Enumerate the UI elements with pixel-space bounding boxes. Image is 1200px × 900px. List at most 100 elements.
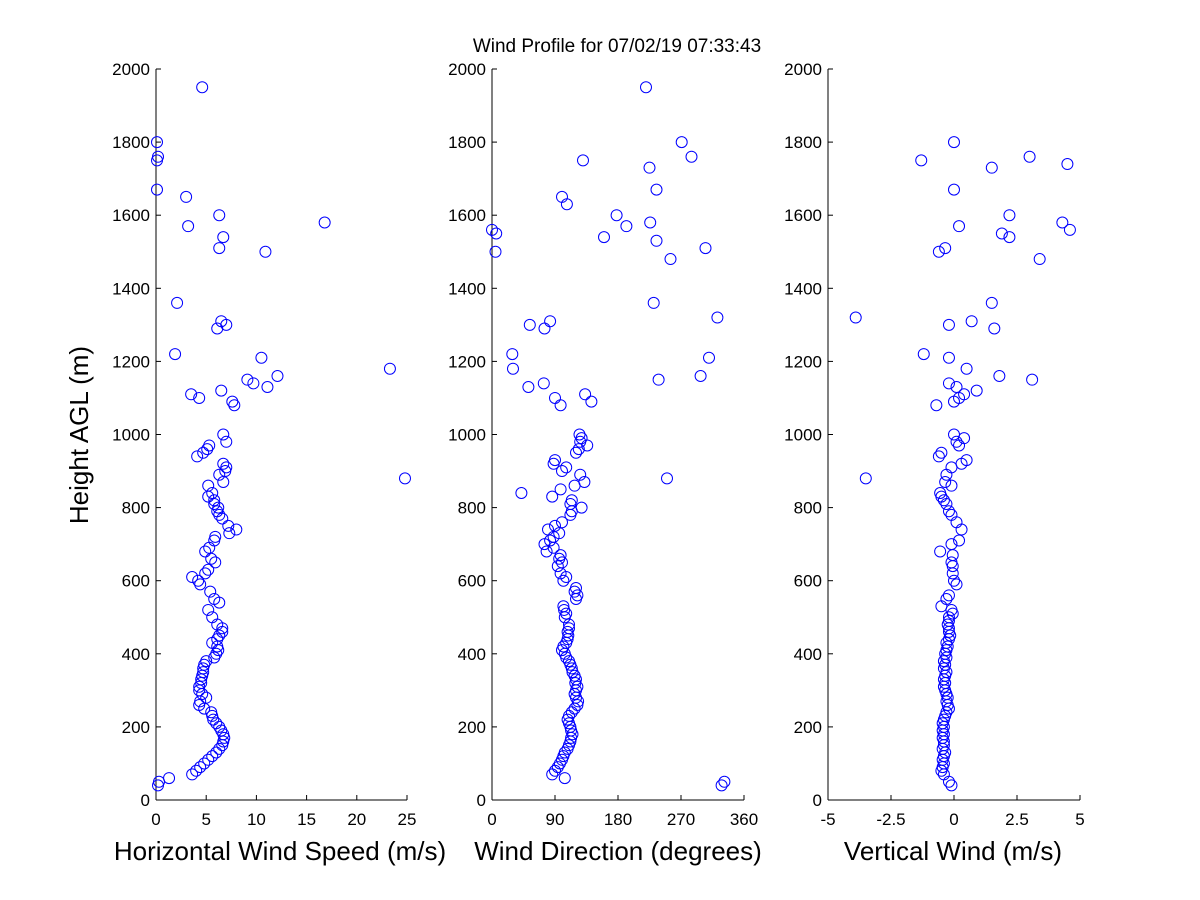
data-point — [215, 315, 228, 328]
data-point — [932, 450, 945, 463]
data-point — [506, 348, 519, 361]
data-point — [917, 348, 930, 361]
data-point — [940, 468, 953, 481]
data-point — [218, 731, 231, 744]
data-point — [198, 757, 211, 770]
data-point — [995, 227, 1008, 240]
y-axis-label: Height AGL (m) — [64, 346, 94, 524]
data-point — [647, 296, 660, 309]
data-point — [942, 775, 955, 788]
data-point — [569, 677, 582, 690]
data-point — [945, 556, 958, 569]
data-point — [935, 446, 948, 459]
data-point — [213, 629, 226, 642]
data-point — [1003, 209, 1016, 222]
data-point — [563, 655, 575, 668]
data-point — [585, 395, 598, 408]
data-point — [652, 373, 665, 386]
data-point — [958, 388, 971, 401]
y-tick-label: 400 — [794, 645, 822, 664]
data-point — [213, 209, 226, 222]
data-point — [610, 209, 623, 222]
data-point — [675, 136, 688, 149]
data-point — [507, 362, 519, 375]
data-point — [558, 746, 571, 759]
data-point — [206, 486, 219, 499]
y-tick-label: 2000 — [784, 60, 822, 79]
data-point — [182, 220, 195, 233]
data-point — [993, 370, 1006, 383]
x-axis-label-direction: Wind Direction (degrees) — [474, 836, 762, 866]
data-point — [537, 377, 550, 390]
data-point — [241, 373, 254, 386]
data-point — [568, 702, 581, 715]
data-point — [953, 439, 966, 452]
x-tick-label: 25 — [398, 810, 417, 829]
data-point — [556, 465, 568, 478]
data-point — [563, 709, 575, 722]
data-point — [206, 611, 219, 624]
data-point — [199, 567, 212, 580]
data-point — [960, 362, 973, 375]
x-tick-label: 0 — [151, 810, 160, 829]
data-point — [554, 549, 567, 562]
data-point — [194, 761, 207, 774]
data-point — [544, 315, 557, 328]
data-point — [197, 446, 210, 459]
data-point — [557, 600, 570, 613]
data-point — [942, 611, 955, 624]
data-point — [213, 720, 226, 733]
data-point — [217, 457, 230, 470]
data-point — [953, 534, 966, 547]
data-point — [932, 245, 945, 258]
data-point — [948, 428, 960, 441]
data-point — [556, 556, 568, 569]
data-point — [937, 494, 950, 507]
data-point — [985, 296, 998, 309]
y-tick-label: 400 — [122, 645, 150, 664]
data-point — [643, 161, 656, 174]
data-point — [578, 476, 591, 489]
data-point — [650, 183, 663, 196]
data-point — [152, 150, 165, 163]
data-point — [948, 136, 960, 149]
horizontal-wind-speed-panel: Horizontal Wind Speed (m/s) 020040060080… — [112, 60, 446, 866]
y-tick-label: 1800 — [112, 133, 150, 152]
data-point — [383, 362, 396, 375]
data-point — [1023, 150, 1036, 163]
data-point — [220, 435, 233, 448]
data-point — [207, 713, 220, 726]
data-point — [953, 220, 966, 233]
y-tick-label: 1000 — [448, 426, 486, 445]
data-point — [202, 563, 215, 576]
data-point — [151, 154, 164, 167]
y-tick-label: 2000 — [112, 60, 150, 79]
data-point — [945, 779, 958, 792]
data-point — [940, 666, 953, 679]
data-point — [213, 742, 226, 755]
y-tick-label: 0 — [813, 791, 822, 810]
data-point — [203, 439, 216, 452]
data-point — [202, 603, 215, 616]
data-point — [939, 476, 952, 489]
data-point — [940, 497, 953, 510]
y-tick-label: 1400 — [112, 279, 150, 298]
data-point — [1033, 253, 1046, 266]
data-point — [223, 527, 236, 540]
y-tick-label: 1600 — [784, 206, 822, 225]
data-point — [948, 574, 960, 587]
y-tick-label: 200 — [458, 718, 486, 737]
data-point — [551, 761, 564, 774]
data-point — [937, 768, 950, 781]
data-point — [556, 516, 568, 529]
data-point — [715, 779, 728, 792]
data-point — [718, 775, 731, 788]
data-point — [318, 216, 331, 229]
data-point — [515, 486, 528, 499]
data-point — [151, 136, 164, 149]
y-tick-label: 1200 — [784, 352, 822, 371]
figure-title: Wind Profile for 07/02/19 07:33:43 — [473, 36, 761, 57]
data-point — [563, 618, 575, 631]
data-point — [212, 501, 225, 514]
